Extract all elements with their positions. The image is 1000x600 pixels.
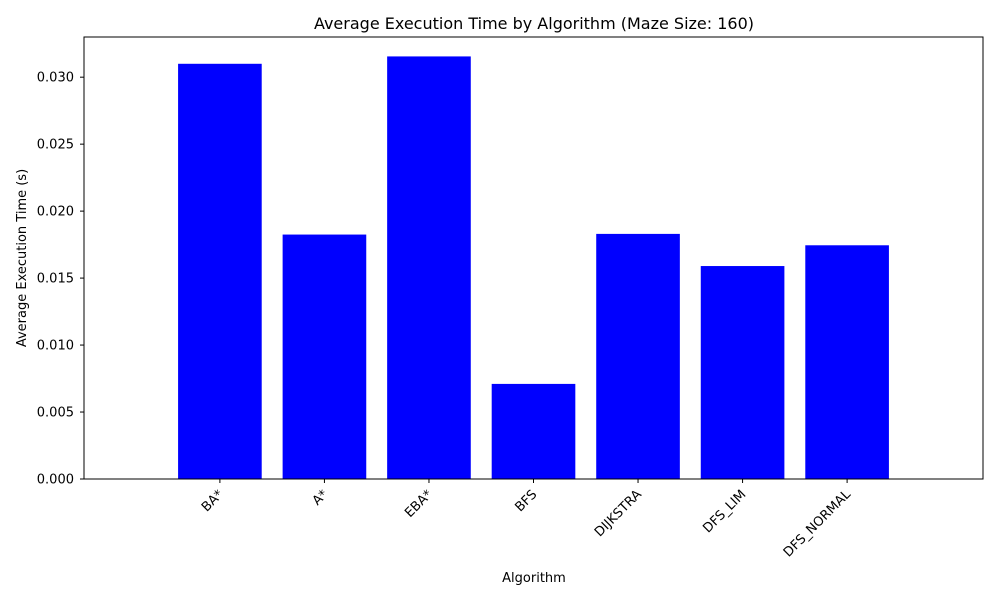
y-tick-label: 0.030	[37, 71, 74, 86]
bar	[805, 245, 889, 479]
x-tick-label: EBA*	[402, 487, 436, 521]
bar	[178, 63, 262, 479]
bar	[700, 266, 785, 479]
bar	[491, 383, 576, 479]
y-tick-label: 0.020	[37, 205, 74, 220]
x-tick-label: DIJKSTRA	[592, 487, 645, 540]
bar	[596, 233, 680, 479]
y-tick-label: 0.010	[37, 339, 74, 354]
x-tick-label: DFS_LIM	[700, 487, 749, 536]
bar	[387, 56, 471, 480]
plot-frame	[83, 36, 984, 480]
x-tick-label: BFS	[512, 487, 540, 515]
chart-title: Average Execution Time by Algorithm (Maz…	[314, 14, 754, 33]
y-tick-label: 0.000	[37, 473, 74, 488]
x-tick-label: A*	[310, 487, 332, 509]
y-axis-label: Average Execution Time (s)	[15, 169, 30, 347]
x-tick-label: DFS_NORMAL	[781, 487, 855, 561]
y-tick-label: 0.025	[37, 138, 74, 153]
y-tick-label: 0.015	[37, 272, 74, 287]
x-axis-ticks: BA* A* EBA* BFS DIJKSTRA DFS_LIM DFS_NORMAL	[199, 479, 855, 561]
y-axis-ticks: 0.000 0.005 0.010 0.015 0.020 0.025 0.030	[37, 71, 84, 488]
x-tick-label: BA*	[199, 487, 227, 515]
bars-group	[178, 56, 889, 480]
x-axis-label: Algorithm	[502, 571, 566, 586]
y-tick-label: 0.005	[37, 406, 74, 421]
bar	[282, 234, 367, 479]
